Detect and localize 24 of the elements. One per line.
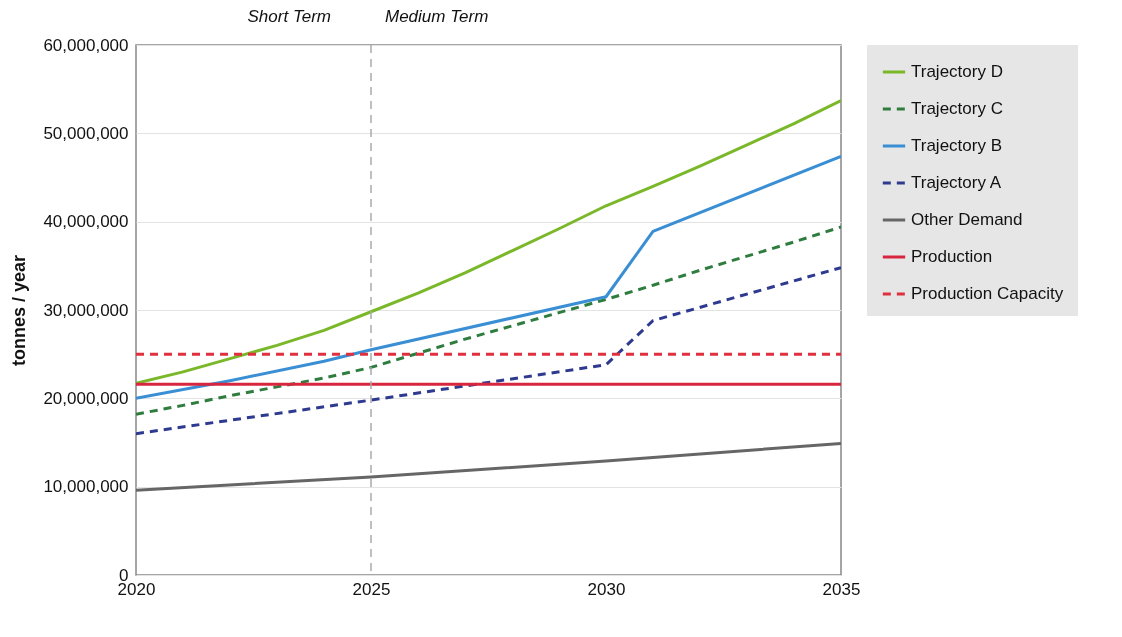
legend-label: Trajectory D bbox=[911, 62, 1003, 81]
y-tick-label: 20,000,000 bbox=[43, 388, 129, 408]
text: Medium Term bbox=[385, 7, 489, 26]
text: Short Term bbox=[247, 7, 331, 26]
y-tick-label: 60,000,000 bbox=[43, 35, 129, 55]
legend-label: Trajectory C bbox=[911, 99, 1003, 118]
line-series bbox=[136, 154, 841, 400]
line-series bbox=[136, 441, 841, 492]
line-series bbox=[136, 266, 841, 436]
x-tick-label: 2035 bbox=[822, 579, 861, 599]
legend-label: Other Demand bbox=[911, 210, 1023, 229]
line-series bbox=[136, 225, 841, 416]
y-tick-label: 50,000,000 bbox=[43, 123, 129, 143]
legend-label: Trajectory B bbox=[911, 136, 1003, 155]
y-axis-title: tonnes / year bbox=[9, 254, 30, 367]
x-tick-label: 2030 bbox=[587, 579, 626, 599]
y-tick-label: 40,000,000 bbox=[43, 212, 129, 232]
y-tick-label: 10,000,000 bbox=[43, 477, 129, 497]
legend-label: Trajectory A bbox=[911, 173, 1002, 192]
line-series bbox=[136, 99, 841, 385]
legend-label: Production Capacity bbox=[911, 284, 1064, 303]
y-tick-label: 30,000,000 bbox=[43, 300, 129, 320]
legend-label: Production bbox=[911, 247, 993, 266]
x-tick-label: 2025 bbox=[352, 579, 391, 599]
